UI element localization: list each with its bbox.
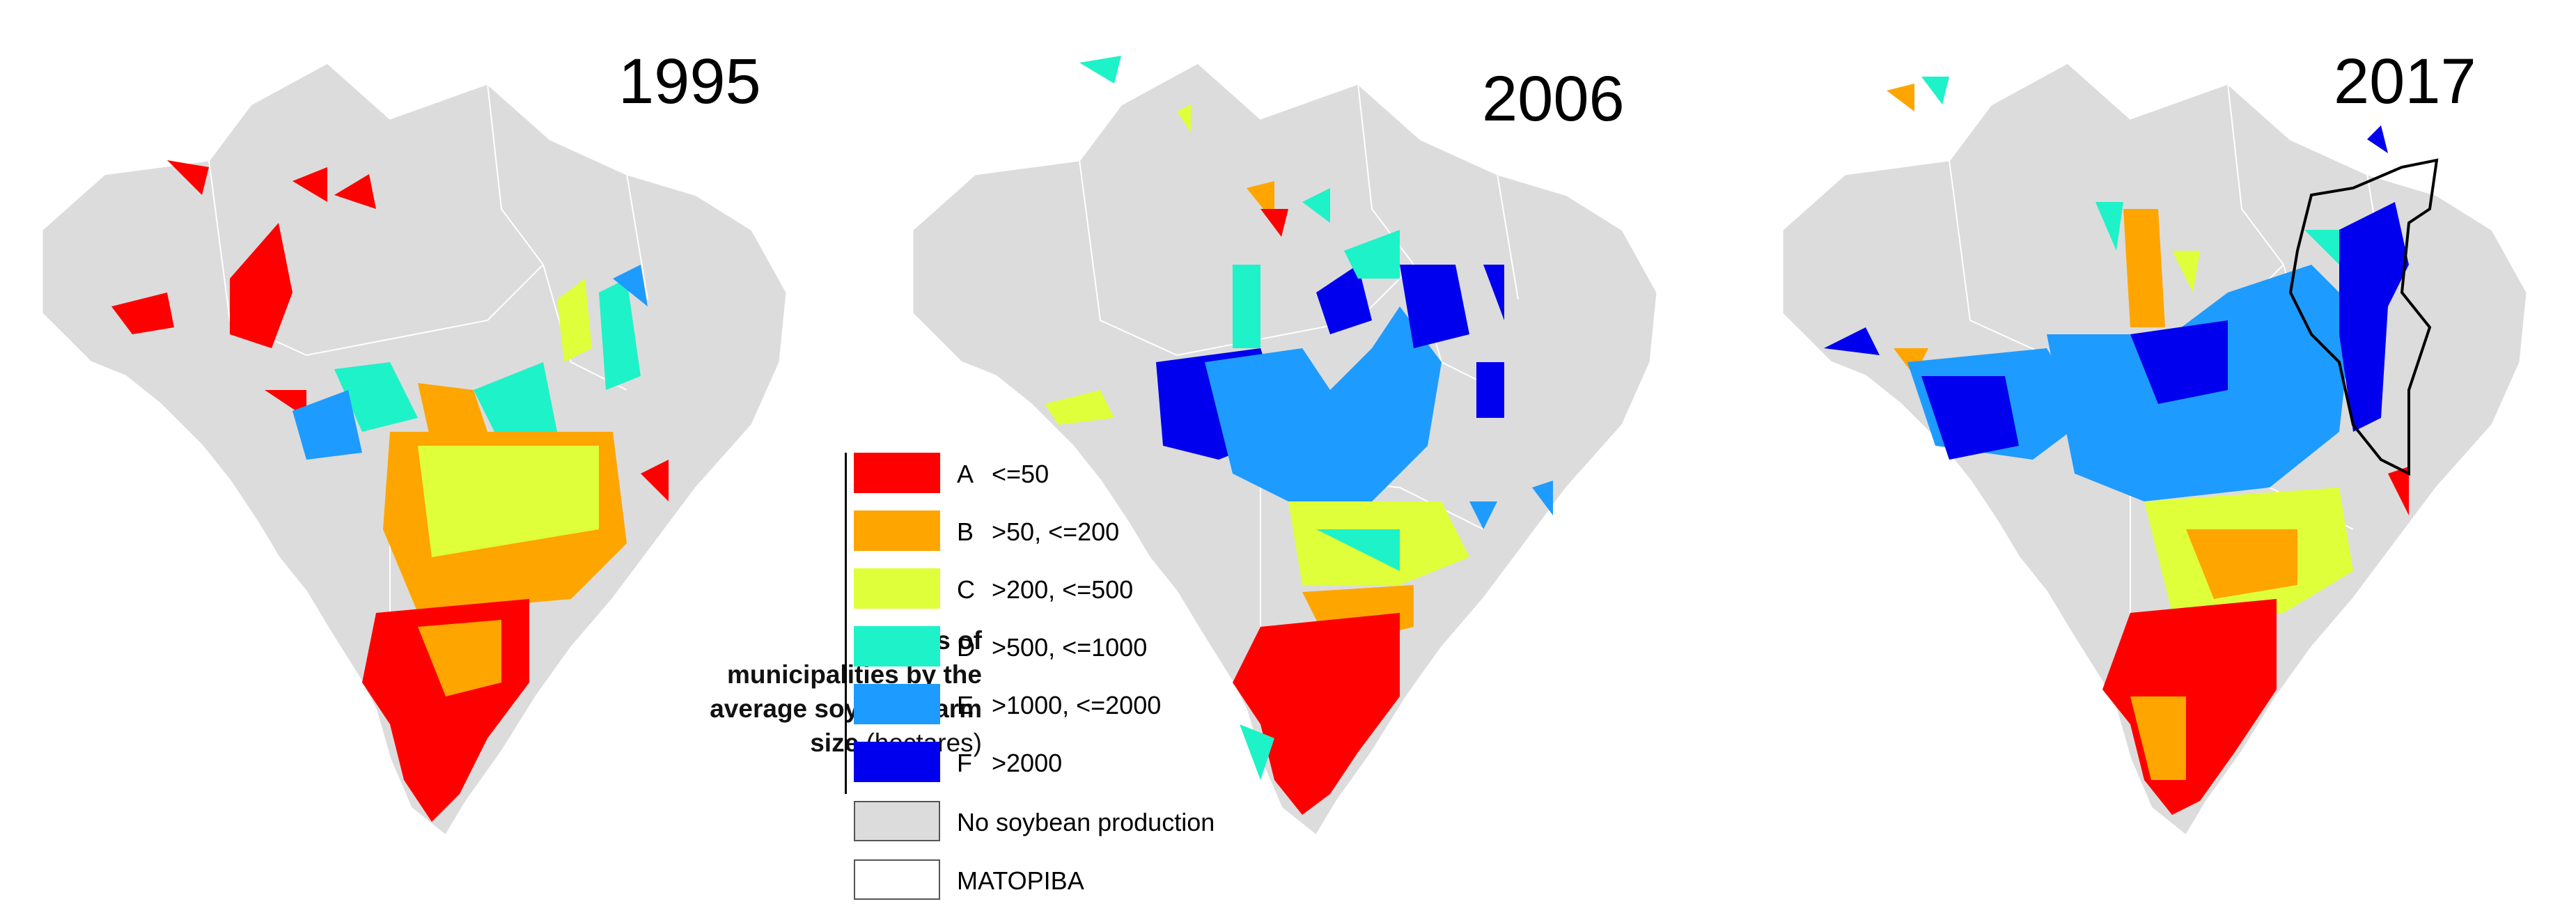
brazil-map-2017	[1781, 61, 2529, 838]
brazil-map-1995	[40, 61, 788, 838]
legend-swatch	[854, 684, 940, 724]
legend-swatch	[854, 568, 940, 609]
legend-swatch	[854, 626, 940, 666]
legend-swatch	[854, 453, 940, 493]
legend-label: No soybean production	[957, 808, 1215, 836]
brazil-map-2006	[911, 56, 1659, 838]
legend-divider	[845, 453, 847, 794]
map-1995: 1995	[0, 0, 836, 920]
matopiba-outline	[2288, 158, 2439, 476]
map-2017: 2017	[1740, 0, 2576, 920]
legend-swatch	[854, 742, 940, 782]
soy-municipalities	[111, 160, 669, 822]
legend-swatch	[854, 510, 940, 551]
legend-label: MATOPIBA	[957, 866, 1084, 895]
year-label: 1995	[618, 46, 761, 117]
legend-label: F >2000	[957, 749, 1063, 777]
soy-municipalities	[1045, 56, 1553, 815]
legend-label: E >1000, <=2000	[957, 691, 1162, 719]
legend-label: B >50, <=200	[957, 517, 1120, 546]
legend: Classes of municipalities by the average…	[710, 453, 1323, 912]
year-label: 2006	[1482, 63, 1625, 134]
legend-label: C >200, <=500	[957, 575, 1134, 604]
legend-swatch	[854, 801, 940, 841]
legend-label: D >500, <=1000	[957, 633, 1148, 662]
map-2006: 2006	[871, 0, 1706, 920]
legend-label: A <=50	[957, 460, 1049, 488]
legend-swatch	[854, 859, 940, 900]
soy-municipalities	[1824, 77, 2409, 815]
year-label: 2017	[2334, 46, 2476, 117]
